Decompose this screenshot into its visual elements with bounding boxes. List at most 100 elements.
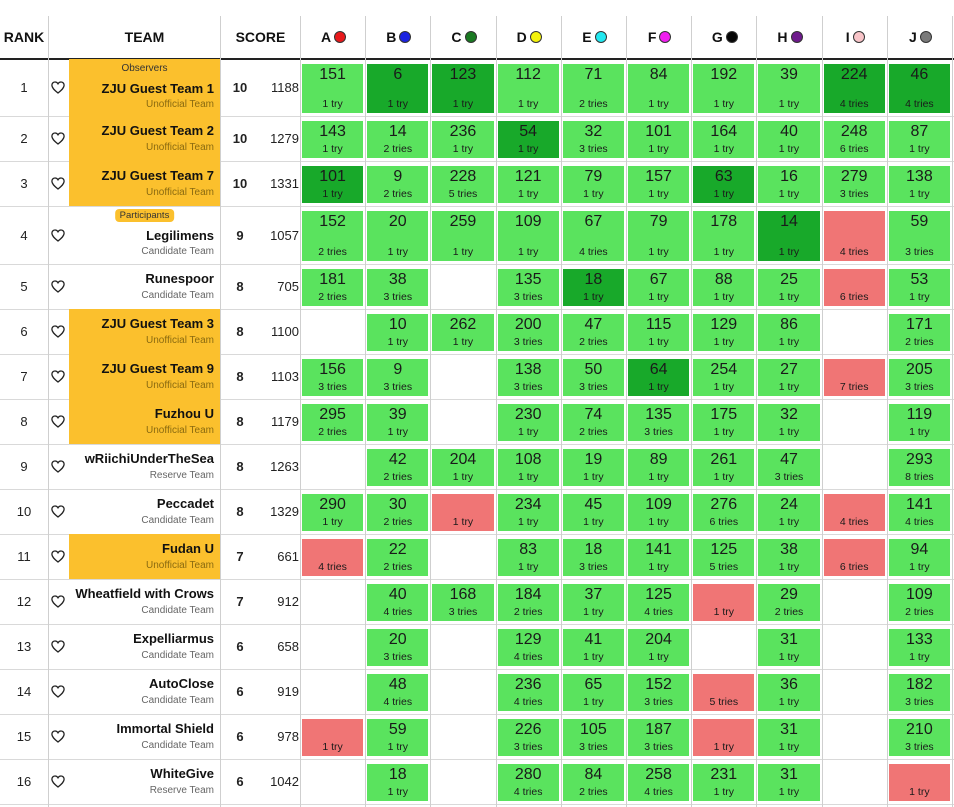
problem-cell-solved[interactable]: 204 1 try [432,449,494,486]
problem-cell-solved[interactable]: 254 1 try [693,359,755,396]
problem-cell-solved[interactable]: 187 3 tries [628,719,690,756]
problem-cell-solved[interactable]: 40 1 try [758,121,820,158]
favorite-heart-icon[interactable] [48,759,68,804]
team-cell[interactable]: Participants Legilimens Candidate Team [69,206,220,264]
favorite-heart-icon[interactable] [48,264,68,309]
team-cell[interactable]: Fudan U Unofficial Team [69,534,220,579]
problem-cell-rejected[interactable]: 4 tries [823,211,885,261]
problem-cell-solved[interactable]: 119 1 try [888,404,950,441]
problem-cell-solved[interactable]: 74 2 tries [562,404,624,441]
problem-cell-rejected[interactable]: 1 try [693,719,755,756]
problem-cell-solved[interactable]: 42 2 tries [367,449,429,486]
problem-cell-solved[interactable]: 67 1 try [628,269,690,306]
problem-cell-solved[interactable]: 171 2 tries [888,314,950,351]
team-cell[interactable]: wRiichiUnderTheSea Reserve Team [69,444,220,489]
table-row[interactable]: 16 WhiteGive Reserve Team 6 1042 18 1 try 280 4 … [0,759,954,805]
problem-cell-solved[interactable]: 184 2 tries [497,584,559,621]
problem-cell-solved[interactable]: 18 1 try [367,764,429,801]
problem-cell-solved[interactable]: 38 3 tries [367,269,429,306]
problem-cell-solved[interactable]: 112 1 try [497,64,559,113]
favorite-heart-icon[interactable] [48,399,68,444]
problem-cell-solved[interactable]: 129 1 try [693,314,755,351]
problem-cell-solved[interactable]: 109 1 try [628,494,690,531]
favorite-heart-icon[interactable] [48,579,68,624]
problem-cell-solved[interactable]: 200 3 tries [497,314,559,351]
problem-cell-solved[interactable]: 59 3 tries [888,211,950,261]
problem-cell-solved[interactable]: 280 4 tries [497,764,559,801]
team-cell[interactable]: ZJU Guest Team 2 Unofficial Team [69,116,220,161]
problem-cell-solved[interactable]: 40 4 tries [367,584,429,621]
problem-header-a[interactable]: A [301,16,366,58]
problem-cell-solved[interactable]: 293 8 tries [888,449,950,486]
problem-cell-solved[interactable]: 14 2 tries [367,121,429,158]
problem-cell-solved[interactable]: 125 5 tries [693,539,755,576]
problem-cell-solved[interactable]: 32 1 try [758,404,820,441]
problem-cell-solved[interactable]: 258 4 tries [628,764,690,801]
problem-cell-solved[interactable]: 39 1 try [367,404,429,441]
problem-cell-solved[interactable]: 9 3 tries [367,359,429,396]
problem-cell-solved[interactable]: 67 4 tries [562,211,624,261]
problem-cell-solved[interactable]: 47 2 tries [562,314,624,351]
problem-cell-solved[interactable]: 88 1 try [693,269,755,306]
team-column-header[interactable]: TEAM [124,29,165,45]
problem-cell-solved[interactable]: 182 3 tries [888,674,950,711]
table-row[interactable]: 11 Fudan U Unofficial Team 7 661 4 tries 22 2 t… [0,534,954,580]
problem-cell-solved[interactable]: 38 1 try [758,539,820,576]
problem-cell-first-solve[interactable]: 14 1 try [758,211,820,261]
problem-cell-first-solve[interactable]: 64 1 try [628,359,690,396]
team-cell[interactable]: Immortal Shield Candidate Team [69,714,220,759]
team-cell[interactable]: ZJU Guest Team 9 Unofficial Team [69,354,220,399]
problem-cell-solved[interactable]: 156 3 tries [302,359,364,396]
problem-cell-solved[interactable]: 20 3 tries [367,629,429,666]
problem-cell-rejected[interactable]: 4 tries [823,494,885,531]
problem-cell-solved[interactable]: 204 1 try [628,629,690,666]
problem-cell-first-solve[interactable]: 18 1 try [562,269,624,306]
problem-header-g[interactable]: G [692,16,757,58]
favorite-heart-icon[interactable] [48,161,68,206]
problem-cell-solved[interactable]: 295 2 tries [302,404,364,441]
favorite-heart-icon[interactable] [48,206,68,264]
problem-cell-solved[interactable]: 53 1 try [888,269,950,306]
problem-cell-solved[interactable]: 18 3 tries [562,539,624,576]
problem-cell-solved[interactable]: 192 1 try [693,64,755,113]
favorite-heart-icon[interactable] [48,309,68,354]
problem-cell-solved[interactable]: 138 1 try [888,166,950,203]
problem-cell-first-solve[interactable]: 54 1 try [497,121,559,158]
problem-cell-solved[interactable]: 279 3 tries [823,166,885,203]
problem-cell-solved[interactable]: 125 4 tries [628,584,690,621]
problem-cell-solved[interactable]: 79 1 try [628,211,690,261]
problem-cell-solved[interactable]: 115 1 try [628,314,690,351]
favorite-heart-icon[interactable] [48,624,68,669]
problem-cell-solved[interactable]: 94 1 try [888,539,950,576]
problem-cell-solved[interactable]: 205 3 tries [888,359,950,396]
favorite-heart-icon[interactable] [48,354,68,399]
problem-cell-solved[interactable]: 101 1 try [628,121,690,158]
problem-header-d[interactable]: D [497,16,562,58]
problem-cell-solved[interactable]: 31 1 try [758,719,820,756]
problem-cell-solved[interactable]: 152 2 tries [302,211,364,261]
problem-cell-solved[interactable]: 135 3 tries [497,269,559,306]
problem-cell-solved[interactable]: 47 3 tries [758,449,820,486]
problem-cell-solved[interactable]: 84 1 try [628,64,690,113]
problem-cell-solved[interactable]: 164 1 try [693,121,755,158]
problem-cell-solved[interactable]: 37 1 try [562,584,624,621]
problem-cell-solved[interactable]: 87 1 try [888,121,950,158]
problem-cell-solved[interactable]: 261 1 try [693,449,755,486]
favorite-heart-icon[interactable] [48,489,68,534]
team-cell[interactable]: ZJU Guest Team 7 Unofficial Team [69,161,220,206]
favorite-heart-icon[interactable] [48,59,68,116]
problem-cell-solved[interactable]: 89 1 try [628,449,690,486]
team-cell[interactable]: Wheatfield with Crows Candidate Team [69,579,220,624]
table-row[interactable]: 3 ZJU Guest Team 7 Unofficial Team 10 1331 10… [0,161,954,207]
problem-header-e[interactable]: E [562,16,627,58]
problem-cell-first-solve[interactable]: 101 1 try [302,166,364,203]
problem-cell-solved[interactable]: 41 1 try [562,629,624,666]
problem-cell-solved[interactable]: 108 1 try [497,449,559,486]
problem-cell-solved[interactable]: 178 1 try [693,211,755,261]
problem-header-f[interactable]: F [627,16,692,58]
problem-cell-rejected[interactable]: 1 try [432,494,494,531]
problem-cell-solved[interactable]: 259 1 try [432,211,494,261]
problem-cell-solved[interactable]: 50 3 tries [562,359,624,396]
problem-header-c[interactable]: C [431,16,496,58]
problem-cell-solved[interactable]: 234 1 try [497,494,559,531]
